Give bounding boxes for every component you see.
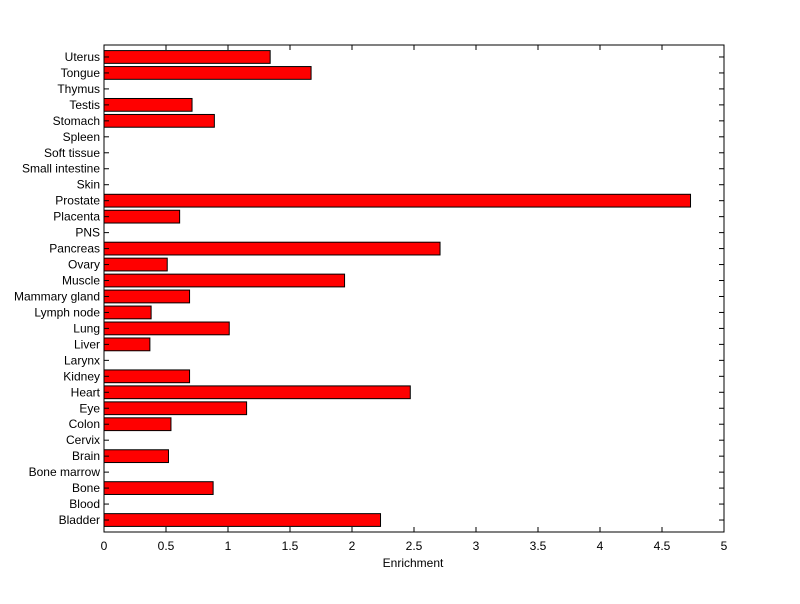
y-tick-label: Soft tissue <box>44 146 100 160</box>
bar-mammary-gland <box>103 289 191 304</box>
x-tick-label: 4 <box>597 539 604 553</box>
y-tick-label: Lymph node <box>34 305 100 319</box>
bar-lung <box>103 321 230 336</box>
y-tick-label: Liver <box>74 337 100 351</box>
bar-eye <box>103 401 248 416</box>
y-tick-label: Bone marrow <box>29 465 101 479</box>
x-tick-label: 5 <box>721 539 728 553</box>
x-tick-label: 2 <box>349 539 356 553</box>
x-tick-label: 4.5 <box>654 539 671 553</box>
y-tick-label: Pancreas <box>49 242 100 256</box>
y-tick-label: Kidney <box>63 369 100 383</box>
y-tick-label: Thymus <box>57 82 100 96</box>
y-tick-label: Cervix <box>66 433 100 447</box>
y-tick-label: Colon <box>69 417 100 431</box>
x-tick-label: 0.5 <box>158 539 175 553</box>
bar-ovary <box>103 257 168 272</box>
y-tick-label: Lung <box>73 321 100 335</box>
y-tick-label: Muscle <box>62 274 100 288</box>
bar-bladder <box>103 513 382 527</box>
bar-brain <box>103 449 169 464</box>
y-tick-label: Heart <box>71 385 101 399</box>
bar-kidney <box>103 369 191 384</box>
bar-testis <box>103 97 193 112</box>
bar-pancreas <box>103 241 441 256</box>
x-tick-label: 2.5 <box>406 539 423 553</box>
bar-heart <box>103 385 411 400</box>
x-tick-label: 1 <box>225 539 232 553</box>
y-tick-label: Eye <box>79 401 100 415</box>
bar-tongue <box>103 66 312 80</box>
y-tick-label: Prostate <box>55 194 100 208</box>
bar-bone <box>103 481 214 495</box>
bar-muscle <box>103 273 346 288</box>
y-tick-label: Stomach <box>53 114 100 128</box>
labels-layer: Bladder Blood Bone Bone marrow Brain Cervix Co… <box>14 50 728 553</box>
bar-liver <box>103 337 151 352</box>
y-tick-label: Testis <box>69 98 100 112</box>
y-tick-label: Blood <box>69 497 100 511</box>
x-tick-label: 1.5 <box>282 539 299 553</box>
x-axis-label: Enrichment <box>383 556 444 570</box>
y-tick-label: Tongue <box>61 66 101 80</box>
bar-stomach <box>103 113 215 128</box>
y-tick-label: PNS <box>75 226 100 240</box>
bar-placenta <box>103 209 181 224</box>
y-tick-label: Uterus <box>65 50 100 64</box>
y-tick-label: Mammary gland <box>14 289 100 303</box>
y-tick-label: Bone <box>72 481 100 495</box>
y-tick-label: Skin <box>77 178 100 192</box>
y-tick-label: Spleen <box>63 130 100 144</box>
bar-colon <box>103 417 172 432</box>
x-tick-label: 3 <box>473 539 480 553</box>
y-tick-label: Brain <box>72 449 100 463</box>
plot-area-frame <box>103 44 725 533</box>
bar-prostate <box>103 193 692 208</box>
y-tick-label: Small intestine <box>22 162 100 176</box>
y-tick-label: Larynx <box>64 353 100 367</box>
y-tick-label: Ovary <box>68 258 100 272</box>
y-tick-label: Placenta <box>53 210 100 224</box>
bar-lymph-node <box>103 305 152 320</box>
y-tick-label: Bladder <box>59 513 100 527</box>
x-tick-label: 3.5 <box>530 539 547 553</box>
bar-uterus <box>103 50 271 64</box>
x-tick-label: 0 <box>101 539 108 553</box>
